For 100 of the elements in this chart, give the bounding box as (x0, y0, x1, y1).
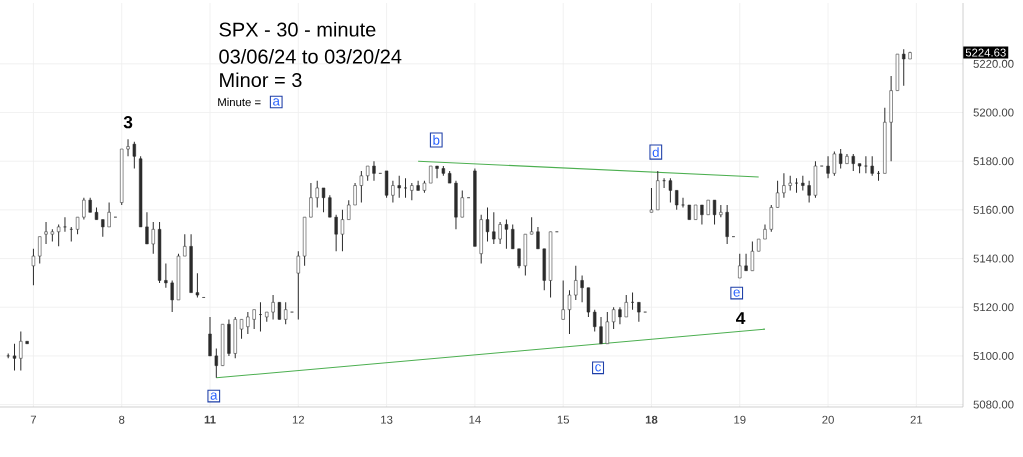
x-tick-label: 8 (119, 415, 125, 424)
y-tick-label: 5080.00 (973, 400, 1014, 409)
candlestick (145, 211, 149, 245)
candlestick (561, 279, 565, 320)
candlestick (580, 275, 584, 303)
annotation: c (595, 364, 602, 372)
candlestick (536, 226, 540, 250)
candlestick (624, 294, 628, 318)
candlestick (567, 289, 572, 335)
candlestick (403, 177, 408, 199)
candlestick (31, 248, 36, 286)
candlestick (504, 219, 509, 250)
annotation: 3 (123, 116, 133, 129)
candlestick (738, 253, 742, 279)
x-tick-label: 21 (910, 415, 923, 424)
annotation: a (273, 98, 280, 106)
candlestick (347, 199, 351, 221)
annotation: e (733, 289, 740, 297)
candlestick (12, 343, 17, 371)
x-tick-label: 11 (204, 415, 216, 424)
y-tick-label: 5200.00 (973, 108, 1014, 117)
y-tick-label: 5120.00 (973, 303, 1014, 312)
candlestick (839, 148, 843, 169)
candlestick (359, 170, 364, 204)
candlestick (675, 189, 679, 211)
candlestick (832, 150, 837, 177)
candlestick (340, 209, 345, 252)
candlestick (69, 226, 73, 243)
y-tick-label: 5160.00 (973, 205, 1014, 214)
annotation: a (210, 392, 218, 400)
annotation: d (652, 147, 659, 157)
candlestick (391, 180, 395, 204)
text: 03/06/24 to 03/20/24 (219, 48, 402, 64)
candlestick (807, 180, 811, 204)
candlestick (170, 279, 174, 313)
candlestick (618, 306, 622, 325)
candlestick (517, 248, 521, 269)
candlestick (107, 202, 111, 228)
candlestick (681, 197, 685, 208)
candlestick (44, 221, 48, 245)
candlestick (151, 221, 155, 255)
candlestick (82, 197, 86, 221)
candlestick (574, 265, 578, 301)
candlestick (315, 180, 319, 208)
candlestick (309, 182, 313, 218)
candlestick (164, 262, 168, 289)
candlestick (258, 301, 263, 333)
candlestick (605, 311, 609, 345)
candlestick (334, 214, 338, 252)
candlestick (271, 294, 275, 320)
x-tick-label: 13 (381, 415, 393, 424)
candlestick (599, 316, 603, 345)
candlestick (460, 189, 464, 218)
candlestick (38, 236, 42, 264)
candlestick (511, 223, 515, 250)
x-tick-label: 7 (30, 415, 37, 424)
y-tick-label: 5100.00 (973, 351, 1014, 360)
candlestick (611, 306, 616, 330)
x-tick-label: 12 (292, 415, 305, 424)
candlestick (712, 199, 717, 225)
candlestick (328, 194, 332, 218)
text: SPX - 30 - minute (219, 21, 376, 37)
candlestick (252, 309, 256, 330)
y-tick-label: 5180.00 (973, 157, 1014, 166)
annotation: Minor = 3 (220, 72, 302, 88)
candlestick (876, 170, 881, 182)
y-tick-label: 5140.00 (973, 254, 1014, 263)
candlestick (593, 309, 597, 333)
candlestick (372, 160, 376, 182)
candlestick (239, 318, 244, 340)
candlestick (492, 211, 496, 245)
candlestick (775, 180, 780, 208)
candlestick (321, 187, 326, 213)
candlestick (498, 221, 502, 245)
candlestick (782, 172, 786, 199)
candlestick (826, 155, 830, 179)
x-tick-label: 19 (734, 415, 746, 424)
x-tick-label: 14 (469, 415, 481, 424)
candlestick (870, 155, 874, 177)
candlestick (435, 165, 439, 179)
candlestick (296, 250, 300, 320)
candlestick (485, 206, 490, 243)
candlestick (246, 311, 250, 335)
candlestick (637, 301, 641, 323)
x-tick-label: 18 (645, 415, 658, 424)
candlestick (864, 155, 868, 174)
candlestick (353, 182, 357, 206)
candlestick (668, 177, 673, 204)
candlestick (769, 204, 773, 233)
candlestick (195, 272, 200, 298)
y-tick-label: 5220.00 (973, 59, 1014, 68)
candlestick (63, 216, 67, 233)
annotation: b (433, 135, 440, 145)
candlestick (397, 175, 401, 199)
x-tick-label: 20 (822, 415, 834, 424)
candlestick (649, 187, 654, 213)
candlestick (902, 48, 906, 87)
candlestick (126, 138, 130, 157)
x-tick-label: 15 (557, 415, 570, 424)
annotation: Minute = (218, 97, 261, 107)
